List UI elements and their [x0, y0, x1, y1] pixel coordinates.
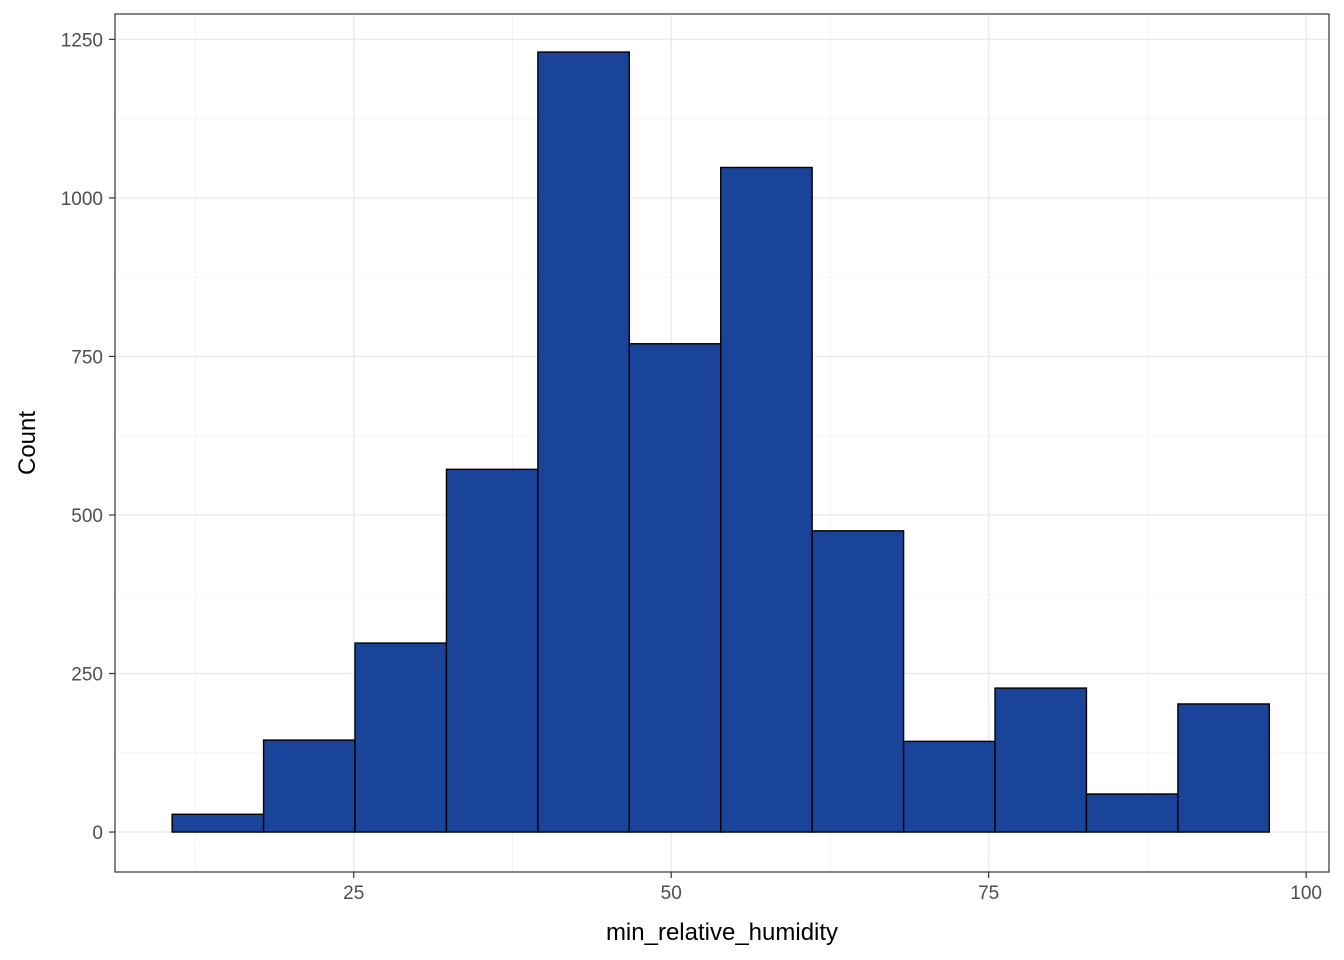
y-tick-label: 750 — [71, 347, 103, 368]
x-tick-label: 25 — [343, 883, 364, 904]
histogram-bar-3 — [354, 642, 448, 833]
histogram-bar-6 — [628, 343, 722, 833]
x-tick-label: 100 — [1290, 883, 1322, 904]
histogram-bar-8 — [811, 530, 905, 833]
x-tick-label: 75 — [978, 883, 999, 904]
histogram-bar-11 — [1085, 793, 1179, 833]
panel-border — [114, 13, 1330, 873]
histogram-bar-7 — [720, 166, 813, 833]
histogram-bar-10 — [994, 687, 1088, 833]
histogram-bar-4 — [445, 468, 539, 833]
y-tick-label: 1250 — [61, 30, 103, 51]
y-tick-label: 500 — [71, 506, 103, 527]
histogram-bars — [171, 51, 1271, 833]
histogram-bar-9 — [902, 740, 996, 833]
histogram-bar-1 — [171, 813, 265, 833]
y-axis-ticks: 0 250 500 750 1000 1250 — [61, 30, 115, 844]
y-tick-label: 1000 — [61, 189, 103, 210]
y-tick-label: 250 — [71, 665, 103, 686]
x-axis-title: min_relative_humidity — [606, 919, 838, 946]
y-axis-title: Count — [14, 411, 41, 475]
x-axis-ticks: 25 50 75 100 — [343, 872, 1322, 904]
histogram-bar-2 — [262, 739, 356, 833]
x-tick-label: 50 — [661, 883, 682, 904]
histogram-bar-5 — [537, 51, 630, 833]
y-tick-label: 0 — [92, 823, 103, 844]
histogram-bar-12 — [1177, 703, 1271, 833]
